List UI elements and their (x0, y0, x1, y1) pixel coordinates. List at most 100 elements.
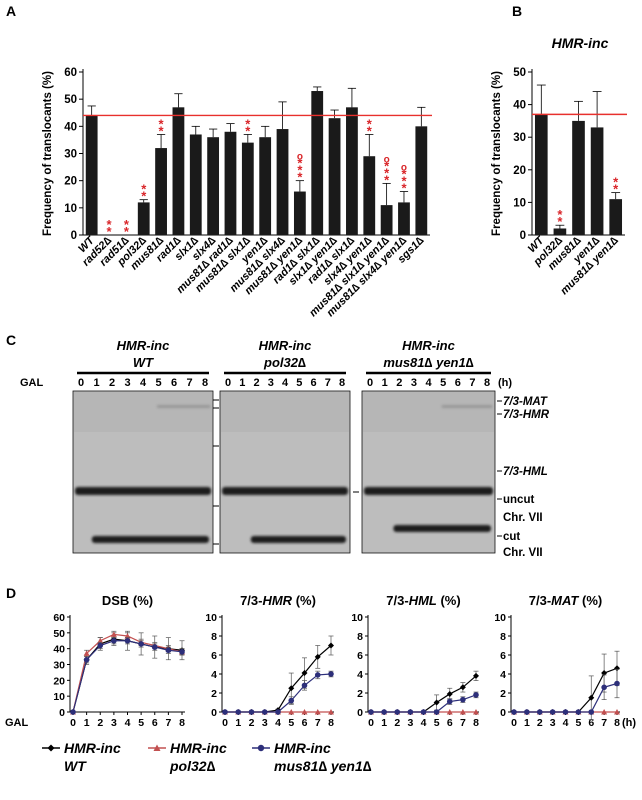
chart-d4-y-tick-label: 0 (500, 707, 506, 719)
chart-d1-y-tick-label: 10 (53, 691, 65, 703)
gel-lane-number: 3 (411, 377, 417, 389)
chart-d4-x-tick-label: 1 (524, 717, 530, 729)
chart-d3-x-tick-label: 0 (368, 717, 374, 729)
chart-d4-x-tick-label: 6 (588, 717, 594, 729)
gel-lane-number: 0 (78, 377, 84, 389)
gel-strain-line2: pol32∆ (263, 355, 306, 370)
chart-d4-point (575, 709, 582, 715)
chart-d2-title-prefix: 7/3- (240, 593, 262, 608)
chart-a-significance-star: * (245, 116, 251, 131)
chart-d1-point (83, 656, 90, 663)
chart-a-significance-star: * (106, 224, 112, 239)
chart-b-bar (534, 114, 548, 235)
chart-d3-x-tick-label: 8 (473, 717, 479, 729)
gel-lane-number: 6 (171, 377, 177, 389)
chart-a-bar (328, 118, 341, 235)
chart-a-significance-star: * (297, 170, 303, 185)
gel-lane-number: 5 (155, 377, 161, 389)
chart-a-y-tick-label: 10 (64, 203, 77, 215)
chart-d4-point (614, 665, 620, 672)
chart-d2-point (314, 672, 321, 678)
chart-d2-point (222, 709, 228, 715)
chart-d3-point (446, 698, 453, 705)
chart-d4-point (536, 709, 543, 715)
chart-d2-point (314, 653, 321, 660)
chart-d2-series-line (225, 645, 332, 713)
chart-d2-point (328, 642, 334, 649)
legend-marker (257, 744, 265, 752)
gel-lane-number: 8 (202, 377, 208, 389)
chart-d2-point (314, 709, 321, 715)
chart-d2-point (288, 697, 295, 704)
chart-d3-x-tick-label: 6 (447, 717, 453, 729)
chart-b-y-tick-label: 10 (513, 197, 526, 209)
chart-d2-x-tick-label: 8 (328, 717, 334, 729)
chart-a-significance-star: * (159, 123, 165, 138)
gel-label-cut-chr: Chr. VII (503, 547, 543, 559)
chart-b-y-tick-label: 50 (513, 67, 526, 79)
gel-lane-number: 1 (239, 377, 245, 389)
chart-a-bar (224, 131, 237, 235)
chart-d1-point (124, 637, 131, 644)
chart-d1-point (70, 709, 76, 715)
chart-d3-point (473, 672, 479, 679)
chart-b-significance-star: * (613, 182, 619, 197)
chart-b-bar (609, 199, 623, 235)
chart-a-significance-circle: o (297, 152, 303, 163)
gel-lane-number: 6 (455, 377, 461, 389)
chart-d3-point (381, 709, 387, 715)
chart-d4-point (588, 709, 595, 715)
chart-a-bar (380, 205, 393, 235)
chart-d2-point (235, 709, 242, 715)
chart-b-y-tick-label: 40 (513, 100, 526, 112)
chart-d4-point (601, 684, 607, 691)
gel-lane-number: 4 (140, 377, 147, 389)
chart-d3-point (459, 709, 466, 715)
chart-d4-y-tick-label: 8 (500, 631, 506, 643)
chart-d1-point (110, 631, 117, 637)
chart-d2-title-unit: (%) (292, 593, 316, 608)
chart-a-bar (85, 115, 98, 235)
chart-d3-title-locus: HML (409, 593, 437, 608)
chart-a-significance-star: * (401, 167, 407, 182)
chart-b-significance-star: * (557, 207, 563, 222)
chart-d3-x-tick-label: 7 (460, 717, 466, 729)
chart-d2-point (301, 709, 308, 715)
gel-band-uncut (364, 487, 493, 495)
chart-d4-series-line (514, 667, 618, 713)
chart-a-bar (172, 107, 185, 235)
chart-a-significance-circle: o (384, 154, 390, 165)
gel-lane-number: 7 (469, 377, 475, 389)
chart-d2-y-tick-label: 4 (211, 669, 217, 681)
chart-a-bar (398, 202, 410, 235)
chart-d1-y-tick-label: 20 (53, 675, 65, 687)
chart-d1-point (83, 650, 90, 656)
gel-lane-number: 2 (396, 377, 402, 389)
gel-band-cut (91, 536, 209, 543)
chart-d2-title-locus: HMR (262, 593, 292, 608)
chart-b-title: HMR-inc (552, 35, 609, 51)
chart-a-bar (311, 91, 324, 236)
chart-d1-x-tick-label: 1 (84, 717, 90, 729)
chart-a-significance-star: * (384, 165, 390, 180)
chart-d4-title-locus: MAT (551, 593, 579, 608)
chart-a-y-tick-label: 20 (64, 176, 77, 188)
chart-d1-point (151, 644, 158, 650)
chart-d1-point (138, 641, 144, 647)
chart-d2-y-tick-label: 8 (211, 631, 217, 643)
gel-lane-number: 6 (310, 377, 316, 389)
chart-d3-point (394, 709, 401, 715)
legend-label-line2: WT (64, 758, 87, 774)
chart-d2-point (328, 709, 334, 715)
panel-label-d: D (6, 585, 16, 601)
chart-d4-point (614, 709, 620, 715)
chart-d1-title: DSB (%) (102, 593, 153, 608)
chart-d4-x-tick-label: 2 (537, 717, 543, 729)
chart-d3-title-prefix: 7/3- (386, 593, 408, 608)
chart-b-y-axis-label: Frequency of translocants (%) (491, 71, 503, 236)
gel-lane-number: 7 (325, 377, 331, 389)
chart-d3-point (446, 690, 453, 697)
panel-label-b: B (512, 3, 522, 19)
chart-d3-y-tick-label: 8 (357, 631, 363, 643)
